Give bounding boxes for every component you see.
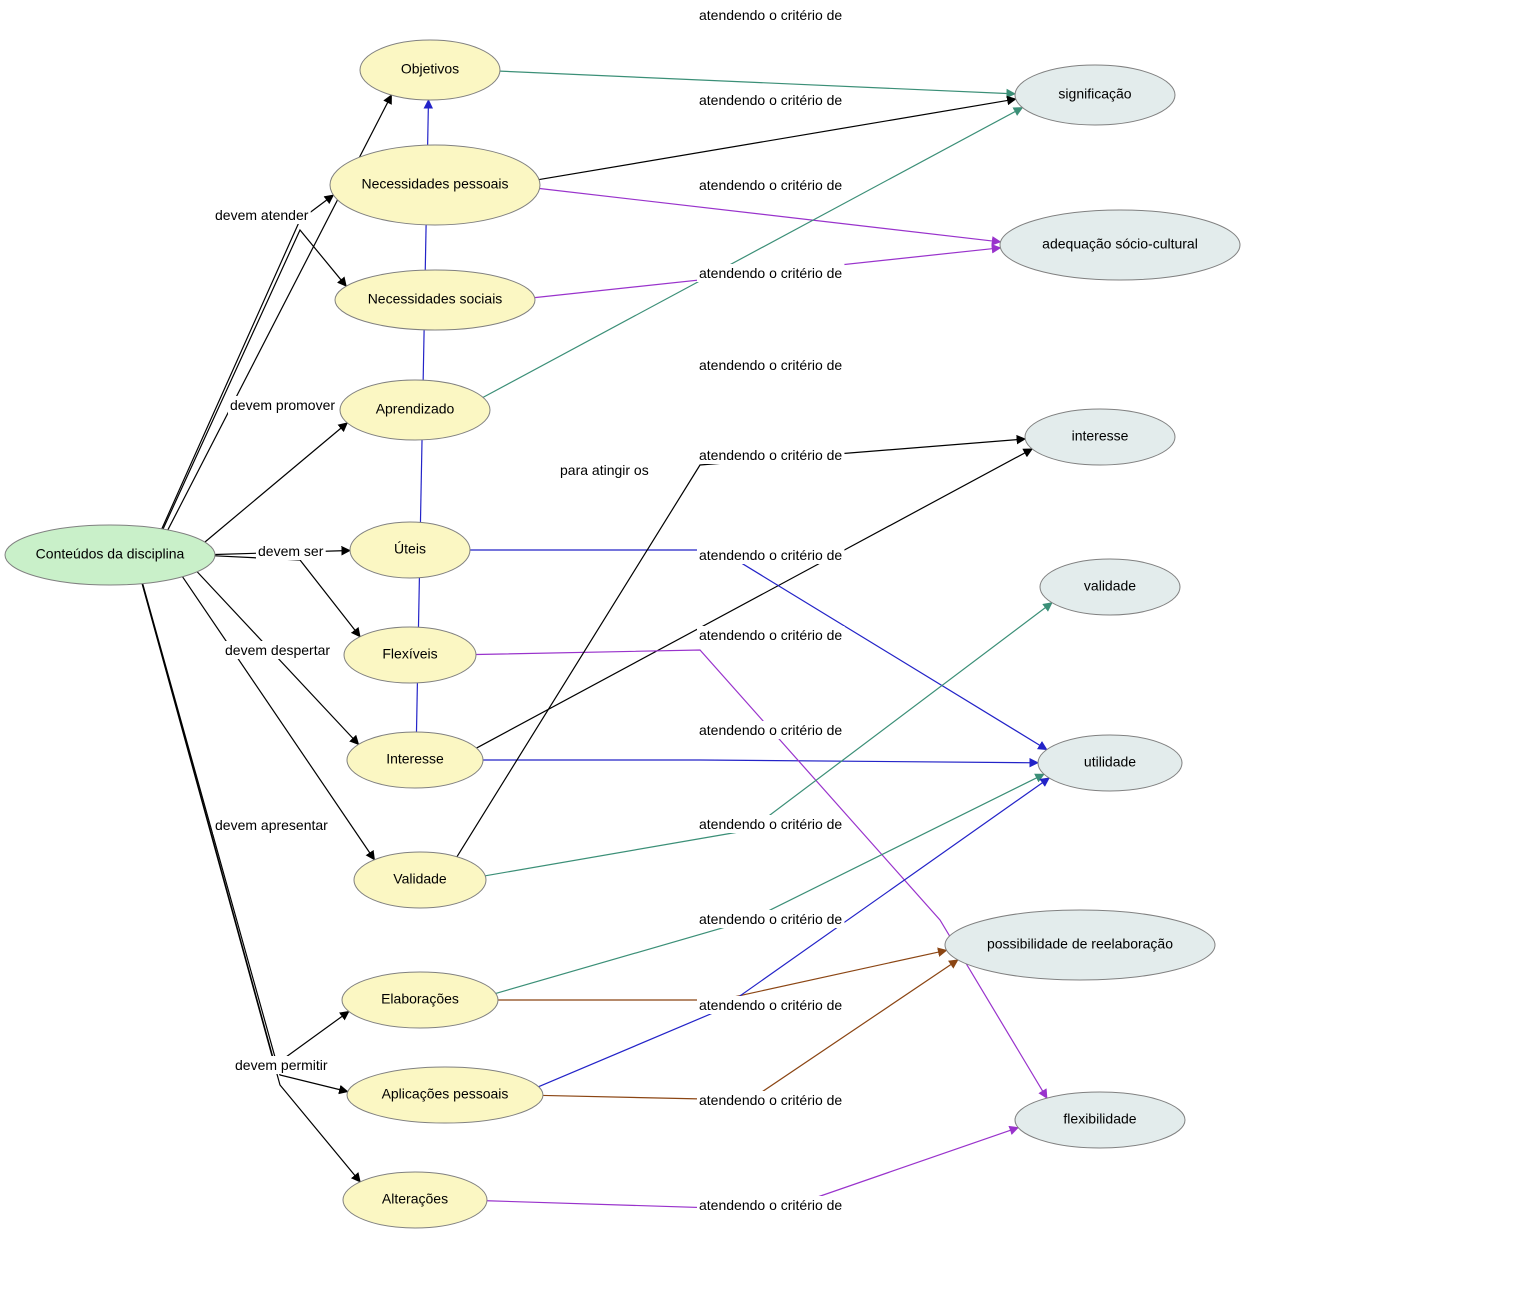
edges-layer bbox=[142, 71, 1052, 1210]
edge-label-validade-c_inter: atendendo o critério de bbox=[699, 447, 842, 463]
edge-root-aprend bbox=[205, 423, 347, 542]
node-objetivos: Objetivos bbox=[360, 40, 500, 100]
node-label-c_adeq: adequação sócio-cultural bbox=[1042, 236, 1198, 252]
edge-label-validade-c_valid: atendendo o critério de bbox=[699, 816, 842, 832]
node-uteis: Úteis bbox=[350, 522, 470, 578]
edge-interesse-c_inter bbox=[477, 449, 1033, 748]
edge-label-interesse-objetivos: para atingir os bbox=[560, 462, 649, 478]
edge-nec_pess-c_adeq bbox=[540, 188, 1001, 241]
edge-interesse-c_util bbox=[483, 760, 1038, 763]
edge-label-nec_pess-c_signif: atendendo o critério de bbox=[699, 92, 842, 108]
node-interesse: Interesse bbox=[347, 732, 483, 788]
edge-uteis-c_util bbox=[470, 550, 1047, 750]
edge-root-flex bbox=[215, 556, 360, 637]
node-label-uteis: Úteis bbox=[394, 541, 426, 557]
node-flex: Flexíveis bbox=[344, 627, 476, 683]
edge-aprend-c_signif bbox=[483, 108, 1022, 398]
edge-root-aplic bbox=[143, 584, 348, 1092]
edge-label-interesse-c_inter: atendendo o critério de bbox=[699, 357, 842, 373]
edge-label-flex-c_flex: atendendo o critério de bbox=[699, 627, 842, 643]
node-label-c_valid: validade bbox=[1084, 578, 1136, 594]
node-c_signif: significação bbox=[1015, 65, 1175, 125]
node-label-c_util: utilidade bbox=[1084, 754, 1136, 770]
edge-label-aplic-c_util: atendendo o critério de bbox=[699, 997, 842, 1013]
node-nec_pess: Necessidades pessoais bbox=[330, 145, 540, 225]
node-alter: Alterações bbox=[343, 1172, 487, 1228]
node-label-objetivos: Objetivos bbox=[401, 61, 459, 77]
node-aprend: Aprendizado bbox=[340, 380, 490, 440]
edge-flex-c_flex bbox=[476, 650, 1047, 1098]
node-c_valid: validade bbox=[1040, 559, 1180, 615]
edge-label-root-elab: devem permitir bbox=[235, 1057, 328, 1073]
node-c_reelab: possibilidade de reelaboração bbox=[945, 910, 1215, 980]
edge-root-nec_soc bbox=[163, 230, 346, 529]
node-c_util: utilidade bbox=[1038, 735, 1182, 791]
edge-validade-c_inter bbox=[457, 439, 1025, 857]
node-label-nec_soc: Necessidades sociais bbox=[368, 291, 503, 307]
concept-map: Conteúdos da disciplina Objetivos Necessid… bbox=[0, 0, 1532, 1316]
edge-elab-c_reelab bbox=[498, 950, 947, 1000]
edge-label-nec_soc-c_adeq: atendendo o critério de bbox=[699, 265, 842, 281]
edge-label-nec_pess-c_adeq: atendendo o critério de bbox=[699, 177, 842, 193]
edge-label-objetivos-c_signif: atendendo o critério de bbox=[699, 7, 842, 23]
edge-label-interesse-c_util: atendendo o critério de bbox=[699, 722, 842, 738]
edge-label-uteis-c_util: atendendo o critério de bbox=[699, 547, 842, 563]
edge-label-root-objetivos: devem atender bbox=[215, 207, 309, 223]
edge-objetivos-c_signif bbox=[500, 71, 1015, 94]
edge-label-alter-c_flex: atendendo o critério de bbox=[699, 1197, 842, 1213]
node-c_inter: interesse bbox=[1025, 409, 1175, 465]
edge-nec_pess-c_signif bbox=[539, 99, 1016, 180]
node-label-elab: Elaborações bbox=[381, 991, 459, 1007]
edge-label-root-uteis: devem ser bbox=[258, 543, 324, 559]
node-nec_soc: Necessidades sociais bbox=[335, 270, 535, 330]
node-label-validade: Validade bbox=[393, 871, 447, 887]
node-c_adeq: adequação sócio-cultural bbox=[1000, 210, 1240, 280]
node-label-c_inter: interesse bbox=[1072, 428, 1129, 444]
node-label-aprend: Aprendizado bbox=[376, 401, 455, 417]
node-c_flex: flexibilidade bbox=[1015, 1092, 1185, 1148]
node-elab: Elaborações bbox=[342, 972, 498, 1028]
node-label-root: Conteúdos da disciplina bbox=[36, 546, 185, 562]
node-root: Conteúdos da disciplina bbox=[5, 525, 215, 585]
edge-label-root-aprend: devem promover bbox=[230, 397, 335, 413]
edge-label-root-validade: devem apresentar bbox=[215, 817, 328, 833]
edge-label-aplic-c_reelab: atendendo o critério de bbox=[699, 1092, 842, 1108]
node-aplic: Aplicações pessoais bbox=[347, 1067, 543, 1123]
node-label-nec_pess: Necessidades pessoais bbox=[361, 176, 508, 192]
node-label-c_reelab: possibilidade de reelaboração bbox=[987, 936, 1173, 952]
edge-label-elab-c_reelab: atendendo o critério de bbox=[699, 911, 842, 927]
node-validade: Validade bbox=[354, 852, 486, 908]
node-label-flex: Flexíveis bbox=[382, 646, 437, 662]
node-label-c_flex: flexibilidade bbox=[1063, 1111, 1136, 1127]
edge-aplic-c_reelab bbox=[543, 960, 958, 1100]
nodes-layer: Conteúdos da disciplina Objetivos Necessid… bbox=[5, 40, 1240, 1228]
node-label-c_signif: significação bbox=[1058, 86, 1131, 102]
edge-root-alter bbox=[142, 584, 360, 1182]
edge-label-root-interesse: devem despertar bbox=[225, 642, 330, 658]
edge-root-nec_pess bbox=[162, 195, 334, 529]
node-label-interesse: Interesse bbox=[386, 751, 444, 767]
node-label-alter: Alterações bbox=[382, 1191, 448, 1207]
node-label-aplic: Aplicações pessoais bbox=[382, 1086, 509, 1102]
